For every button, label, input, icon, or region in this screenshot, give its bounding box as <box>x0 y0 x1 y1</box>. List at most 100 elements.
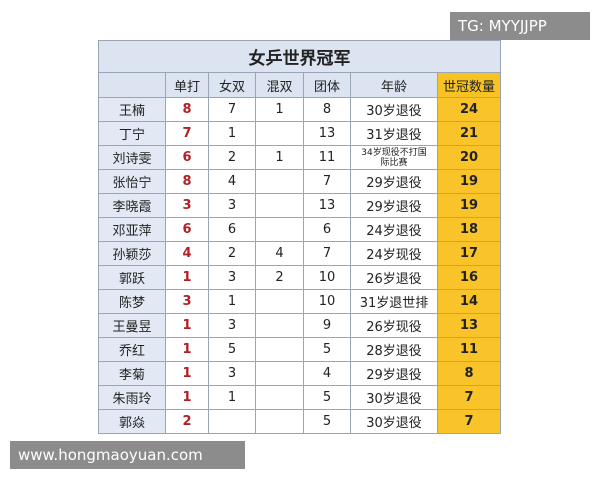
table-cell: 7 <box>208 97 256 122</box>
table-cell: 8 <box>303 97 351 122</box>
table-cell: 17 <box>436 241 502 266</box>
table-cell <box>255 409 304 434</box>
table-cell: 20 <box>436 145 502 170</box>
table-cell: 21 <box>436 121 502 146</box>
table-row: 张怡宁 8 4 7 29岁退役 19 <box>98 169 502 194</box>
table-cell: 5 <box>303 385 351 410</box>
table-cell: 10 <box>303 265 351 290</box>
table-cell: 29岁退役 <box>350 361 438 386</box>
table-cell: 王楠 <box>98 97 166 122</box>
table-cell: 1 <box>255 145 304 170</box>
table-row: 王楠 8 7 1 8 30岁退役 24 <box>98 97 502 122</box>
table-cell: 11 <box>303 145 351 170</box>
table-row: 朱雨玲 1 1 5 30岁退役 7 <box>98 385 502 410</box>
table-cell: 11 <box>436 337 502 362</box>
table-cell <box>255 217 304 242</box>
table-row: 邓亚萍 6 6 6 24岁退役 18 <box>98 217 502 242</box>
table-row: 陈梦 3 1 10 31岁退世排 14 <box>98 289 502 314</box>
table-cell <box>98 72 166 98</box>
table-cell: 乔红 <box>98 337 166 362</box>
table-cell <box>208 409 256 434</box>
table-cell: 8 <box>165 97 209 122</box>
table-cell: 34岁现役不打国际比赛 <box>350 145 438 170</box>
table-cell: 女双 <box>208 72 256 98</box>
table-cell: 3 <box>208 265 256 290</box>
table-cell: 3 <box>208 361 256 386</box>
table-cell: 30岁退役 <box>350 385 438 410</box>
table-cell <box>255 289 304 314</box>
table-cell: 9 <box>303 313 351 338</box>
table-cell: 31岁退世排 <box>350 289 438 314</box>
table-cell: 26岁退役 <box>350 265 438 290</box>
table-cell: 7 <box>165 121 209 146</box>
table-cell: 3 <box>208 313 256 338</box>
table-row: 李晓霞 3 3 13 29岁退役 19 <box>98 193 502 218</box>
table-cell: 2 <box>165 409 209 434</box>
table-cell: 31岁退役 <box>350 121 438 146</box>
table-cell: 单打 <box>165 72 209 98</box>
table-cell: 丁宁 <box>98 121 166 146</box>
table-cell: 1 <box>165 265 209 290</box>
table-cell: 7 <box>303 241 351 266</box>
table-cell <box>255 169 304 194</box>
table-cell <box>255 337 304 362</box>
table-row: 李菊 1 3 4 29岁退役 8 <box>98 361 502 386</box>
table-cell: 邓亚萍 <box>98 217 166 242</box>
table-cell: 3 <box>165 193 209 218</box>
table-cell: 6 <box>165 145 209 170</box>
table-cell: 7 <box>303 169 351 194</box>
table-cell: 刘诗雯 <box>98 145 166 170</box>
table-cell: 王曼昱 <box>98 313 166 338</box>
table-cell <box>255 121 304 146</box>
table-cell: 朱雨玲 <box>98 385 166 410</box>
table-cell: 4 <box>208 169 256 194</box>
table-cell: 孙颖莎 <box>98 241 166 266</box>
table-cell: 30岁退役 <box>350 97 438 122</box>
table-row: 刘诗雯 6 2 1 11 34岁现役不打国际比赛 20 <box>98 145 502 170</box>
table-cell: 24 <box>436 97 502 122</box>
table-cell: 年龄 <box>350 72 438 98</box>
table-cell: 13 <box>303 121 351 146</box>
table-cell: 郭焱 <box>98 409 166 434</box>
table-row: 单打 女双 混双 团体 年龄 世冠数量 <box>98 72 502 98</box>
table-cell: 5 <box>208 337 256 362</box>
table-cell: 5 <box>303 409 351 434</box>
table-cell: 1 <box>208 121 256 146</box>
table-cell: 团体 <box>303 72 351 98</box>
table-cell: 2 <box>208 145 256 170</box>
watermark-top: TG: MYYJJPP <box>450 12 590 40</box>
table-cell: 8 <box>436 361 502 386</box>
table-cell <box>255 193 304 218</box>
table-cell: 10 <box>303 289 351 314</box>
table-cell: 3 <box>208 193 256 218</box>
table-cell: 13 <box>436 313 502 338</box>
table-cell: 8 <box>165 169 209 194</box>
table-cell: 混双 <box>255 72 304 98</box>
table-row: 丁宁 7 1 13 31岁退役 21 <box>98 121 502 146</box>
table-cell: 1 <box>208 385 256 410</box>
table-cell: 4 <box>165 241 209 266</box>
table-cell: 7 <box>436 409 502 434</box>
table-cell: 6 <box>303 217 351 242</box>
table-cell: 28岁退役 <box>350 337 438 362</box>
table-row: 郭跃 1 3 2 10 26岁退役 16 <box>98 265 502 290</box>
table-row: 王曼昱 1 3 9 26岁现役 13 <box>98 313 502 338</box>
table-cell: 1 <box>165 361 209 386</box>
table-cell: 郭跃 <box>98 265 166 290</box>
table-cell: 5 <box>303 337 351 362</box>
table-cell: 4 <box>303 361 351 386</box>
table-cell: 1 <box>165 313 209 338</box>
table-cell: 13 <box>303 193 351 218</box>
champions-table: 女乒世界冠军 单打 女双 混双 团体 年龄 世冠数量 王楠 8 7 1 8 30岁退役 24 丁宁 7 1 13… <box>97 40 502 434</box>
table-cell: 世冠数量 <box>436 72 502 98</box>
table-cell: 7 <box>436 385 502 410</box>
table-cell: 29岁退役 <box>350 169 438 194</box>
table-row: 孙颖莎 4 2 4 7 24岁现役 17 <box>98 241 502 266</box>
watermark-bottom: www.hongmaoyuan.com <box>10 441 245 469</box>
table-cell: 1 <box>165 337 209 362</box>
table-title: 女乒世界冠军 <box>97 40 502 73</box>
table-cell: 6 <box>165 217 209 242</box>
table-cell: 19 <box>436 169 502 194</box>
table-cell: 14 <box>436 289 502 314</box>
